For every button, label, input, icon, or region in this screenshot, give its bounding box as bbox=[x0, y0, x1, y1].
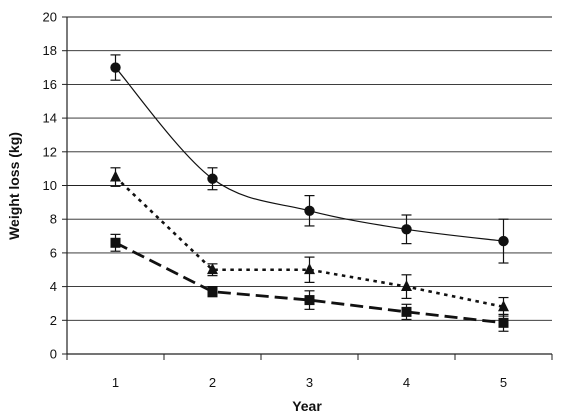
data-point-circle bbox=[207, 173, 218, 184]
x-tick-label-4: 4 bbox=[403, 375, 410, 390]
data-point-triangle bbox=[110, 170, 121, 182]
y-tick-label-18: 18 bbox=[43, 43, 57, 58]
data-point-triangle bbox=[498, 300, 509, 312]
x-tick-label-5: 5 bbox=[500, 375, 507, 390]
series-line-circle bbox=[115, 67, 504, 242]
data-point-square bbox=[304, 295, 315, 306]
series-line-triangle bbox=[114, 176, 504, 309]
data-point-square bbox=[401, 306, 412, 317]
x-axis-title: Year bbox=[292, 398, 322, 414]
data-point-circle bbox=[304, 205, 315, 216]
y-tick-label-10: 10 bbox=[43, 178, 57, 193]
axes bbox=[62, 16, 553, 360]
series-square bbox=[110, 233, 509, 332]
data-point-circle bbox=[498, 235, 509, 247]
y-tick-label-2: 2 bbox=[50, 313, 57, 328]
y-axis-title: Weight loss (kg) bbox=[6, 132, 22, 240]
x-tick-labels: 1 2 3 4 5 bbox=[112, 375, 507, 390]
y-tick-label-16: 16 bbox=[43, 77, 57, 92]
y-tick-label-4: 4 bbox=[50, 279, 57, 294]
series-circle bbox=[110, 54, 509, 264]
y-tick-label-12: 12 bbox=[43, 144, 57, 159]
data-point-square bbox=[207, 286, 218, 297]
y-tick-labels: 0 2 4 6 8 10 12 14 16 18 20 bbox=[43, 10, 57, 362]
x-tick-label-1: 1 bbox=[112, 375, 119, 390]
series-triangle bbox=[110, 167, 509, 317]
y-tick-label-20: 20 bbox=[43, 10, 57, 25]
y-tick-label-6: 6 bbox=[50, 245, 57, 260]
data-point-circle bbox=[110, 62, 121, 73]
grid-lines bbox=[67, 16, 552, 321]
y-tick-label-14: 14 bbox=[43, 111, 57, 126]
data-point-triangle bbox=[304, 263, 315, 275]
data-point-square bbox=[110, 237, 121, 248]
data-point-triangle bbox=[401, 280, 412, 291]
data-series bbox=[110, 54, 509, 332]
y-tick-label-8: 8 bbox=[50, 212, 57, 227]
x-tick-label-3: 3 bbox=[306, 375, 313, 390]
x-tick-label-2: 2 bbox=[209, 375, 216, 390]
y-tick-label-0: 0 bbox=[50, 347, 57, 362]
data-point-square bbox=[498, 317, 509, 328]
data-point-triangle bbox=[207, 263, 218, 275]
data-point-circle bbox=[401, 224, 412, 235]
